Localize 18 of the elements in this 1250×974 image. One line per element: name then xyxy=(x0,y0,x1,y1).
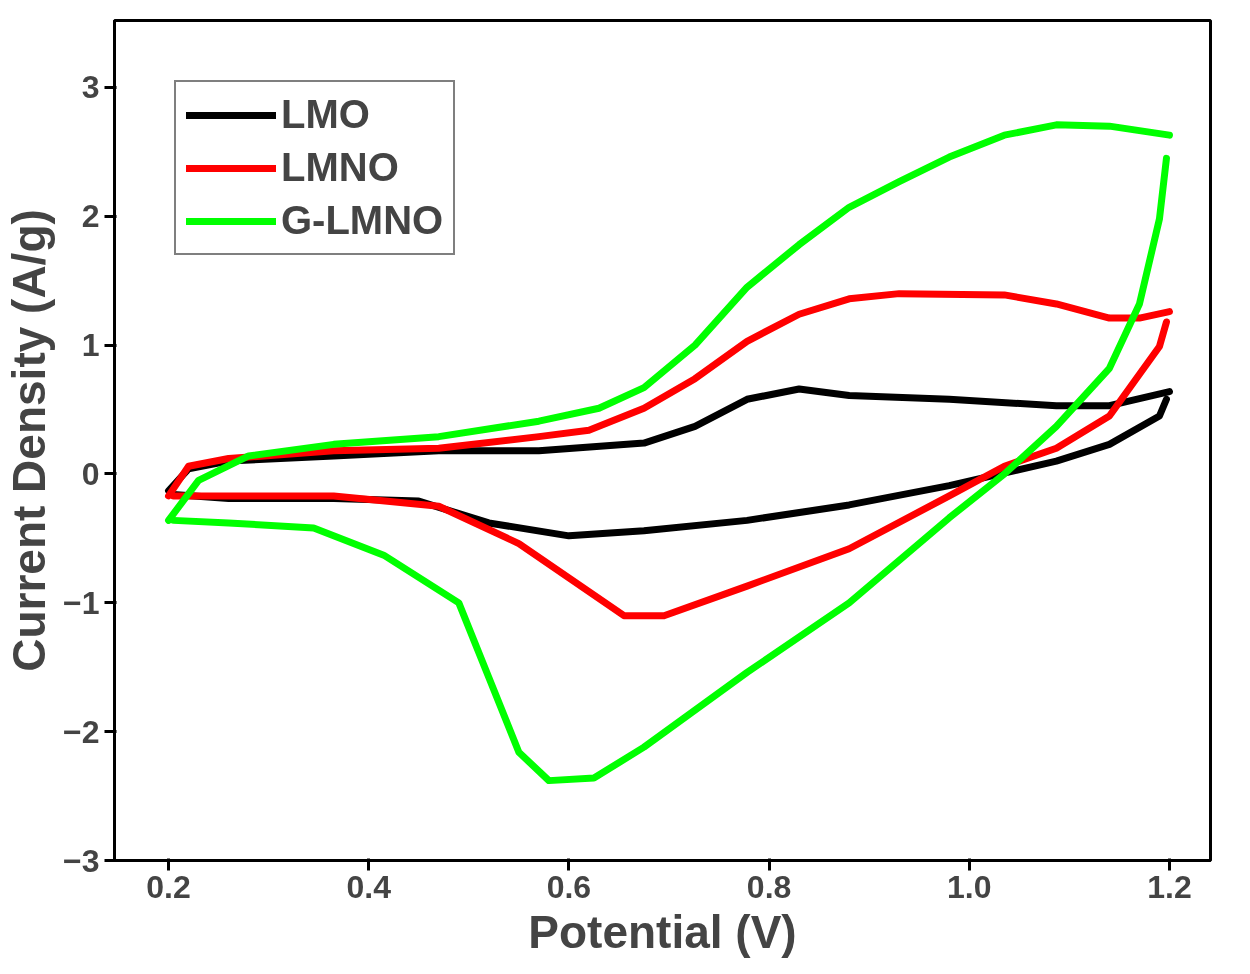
y-tick-label: −3 xyxy=(63,842,100,879)
y-tick-label: 3 xyxy=(81,69,100,106)
legend-label: G-LMNO xyxy=(281,198,444,243)
x-tick-label: 0.4 xyxy=(346,868,392,905)
legend-label: LMO xyxy=(281,92,370,137)
x-tick-label: 0.8 xyxy=(746,868,792,905)
y-tick-label: 1 xyxy=(81,327,100,364)
x-tick-label: 1.2 xyxy=(1147,868,1192,905)
x-tick-label: 0.2 xyxy=(146,868,191,905)
y-axis-title: Current Density (A/g) xyxy=(3,209,56,672)
x-tick-label: 1.0 xyxy=(947,868,992,905)
y-tick-label: 0 xyxy=(81,456,100,492)
x-axis-title: Potential (V) xyxy=(528,905,797,958)
y-tick-label: −1 xyxy=(63,584,100,621)
legend-label: LMNO xyxy=(281,145,399,190)
x-tick-label: 0.6 xyxy=(546,868,592,905)
y-tick-label: 2 xyxy=(81,198,100,235)
y-tick-label: −2 xyxy=(63,713,100,750)
